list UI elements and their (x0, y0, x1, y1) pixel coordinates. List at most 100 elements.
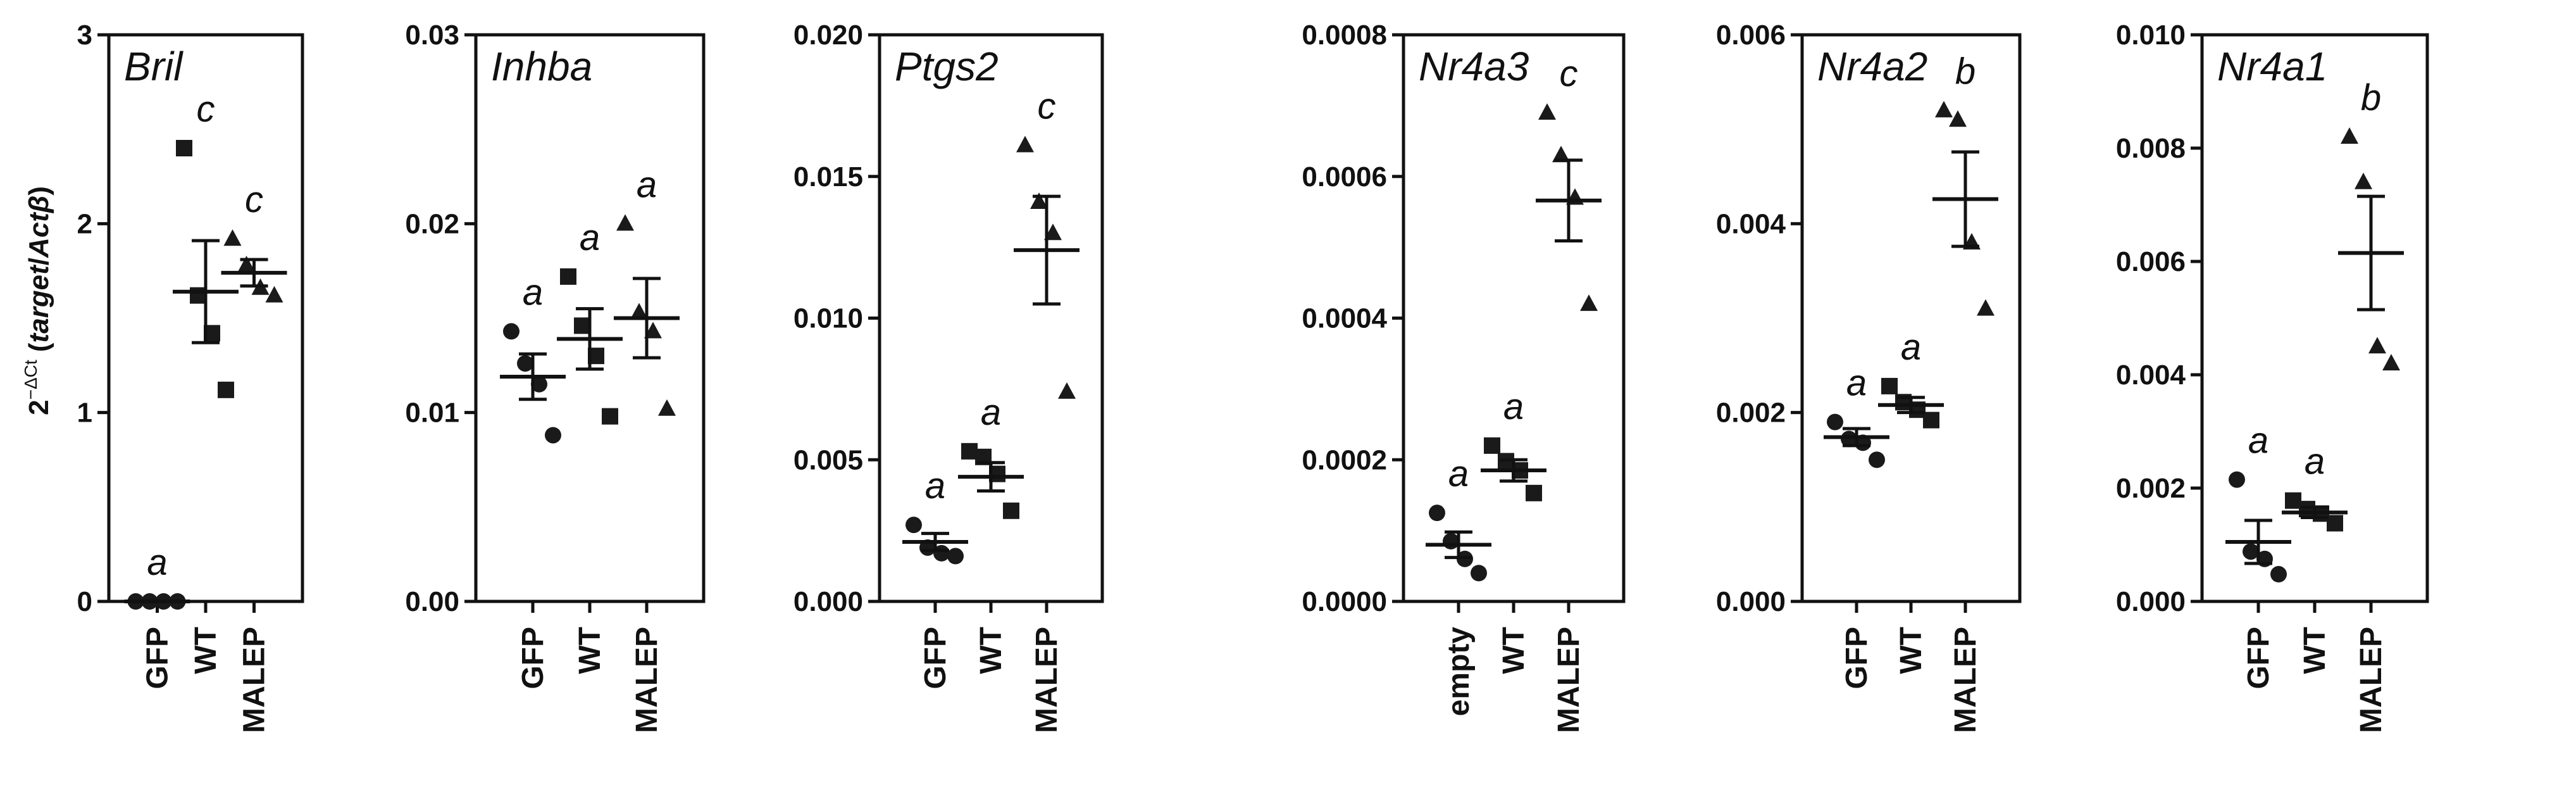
data-point (1443, 532, 1459, 550)
panel-6: 0.000 0.002 0.004 0.006 0.008 0.010 Nr4a1 GFP a W… (2116, 20, 2429, 733)
significance-letter: b (1955, 51, 1976, 92)
data-point (2285, 492, 2301, 509)
data-point (947, 548, 964, 565)
x-tick-label: empty (1442, 627, 1476, 717)
data-point (616, 214, 634, 231)
data-point (560, 268, 576, 285)
y-tick-label: 0.008 (2116, 133, 2186, 164)
y-tick-label: 0.0000 (1302, 586, 1387, 617)
data-point (2382, 354, 2400, 371)
x-tick-label: WT (1895, 627, 1928, 674)
data-point (517, 355, 533, 372)
x-tick-label: WT (1497, 627, 1531, 674)
data-point (2327, 515, 2343, 532)
ylabel-paren-open: ( (23, 342, 54, 360)
panel-frame (1800, 33, 2022, 603)
data-point (1429, 505, 1445, 522)
y-tick-label: 3 (77, 20, 92, 51)
data-point (2270, 566, 2287, 583)
data-point (265, 286, 283, 303)
ylabel-act: Act (23, 211, 54, 258)
y-axis-label-text: 2−ΔCt (target/Actβ) (21, 186, 54, 415)
x-tick-label: GFP (516, 627, 550, 689)
y-tick-label: 0 (77, 586, 92, 617)
y-tick-label: 0.0006 (1302, 161, 1387, 192)
significance-letter: a (2248, 420, 2268, 462)
data-point (1538, 103, 1556, 120)
y-tick-label: 0.002 (1716, 398, 1786, 429)
panel-title: Ptgs2 (895, 44, 999, 89)
x-tick-label: WT (189, 627, 223, 674)
y-tick-label: 0.004 (1716, 208, 1786, 239)
data-point (1580, 294, 1598, 311)
significance-letter: a (981, 392, 1001, 433)
x-tick-label: MALEP (1552, 627, 1586, 733)
x-tick-label: GFP (1840, 627, 1874, 689)
x-tick-label: GFP (141, 627, 175, 689)
y-tick-label: 0.0008 (1302, 20, 1387, 51)
ylabel-sup: −ΔCt (21, 360, 40, 399)
data-point (1827, 413, 1843, 430)
y-tick-label: 0.005 (793, 444, 863, 475)
x-tick-label: MALEP (238, 627, 271, 733)
data-point (905, 517, 922, 534)
y-tick-label: 0.004 (2116, 360, 2186, 391)
significance-letter: a (1901, 327, 1921, 368)
panel-title: Nr4a1 (2217, 44, 2327, 89)
significance-letter: a (637, 164, 657, 205)
significance-letter: c (1560, 53, 1578, 94)
y-tick-label: 0.006 (2116, 246, 2186, 277)
ylabel-base: 2 (23, 399, 54, 415)
data-point (190, 287, 206, 304)
y-tick-label: 1 (77, 398, 92, 429)
significance-letter: a (1846, 363, 1867, 404)
y-tick-label: 0.03 (405, 20, 459, 51)
y-tick-label: 0.020 (793, 20, 863, 51)
data-point (1016, 135, 1034, 153)
data-point (1552, 146, 1570, 163)
data-point (1526, 484, 1542, 501)
data-point (218, 381, 234, 398)
ylabel-paren-close: ) (23, 186, 54, 196)
y-tick-label: 0.0004 (1302, 303, 1387, 334)
data-point (2355, 172, 2372, 189)
x-tick-label: MALEP (630, 627, 664, 733)
significance-letter: a (147, 542, 167, 583)
data-point (1869, 451, 1885, 468)
x-tick-label: MALEP (1949, 627, 1982, 733)
panel-1: 0 1 2 3 Bril GFP a WT c MALEP c (77, 20, 304, 733)
y-tick-label: 0.00 (405, 586, 459, 617)
data-point (1044, 223, 1062, 241)
y-tick-label: 0.015 (793, 161, 863, 192)
significance-letter: c (245, 179, 263, 220)
ylabel-target: target (23, 264, 54, 343)
panel-title: Inhba (491, 44, 592, 89)
y-tick-label: 0.010 (793, 303, 863, 334)
y-tick-label: 0.010 (2116, 20, 2186, 51)
x-tick-label: WT (573, 627, 607, 674)
x-tick-label: MALEP (2355, 627, 2388, 733)
ylabel-slash: / (23, 258, 54, 265)
panel-3: 0.000 0.005 0.010 0.015 0.020 Ptgs2 GFP a WT a MAL… (793, 20, 1104, 733)
y-tick-label: 0.0002 (1302, 444, 1387, 475)
y-tick-label: 0.000 (1716, 586, 1786, 617)
significance-letter: c (1038, 86, 1056, 127)
data-point (1058, 382, 1076, 399)
significance-letter: b (2361, 77, 2381, 118)
data-point (1003, 502, 1019, 519)
data-point (531, 375, 547, 393)
data-point (223, 229, 242, 246)
y-axis-label: 2−ΔCt (target/Actβ) (21, 186, 54, 415)
data-point (2368, 337, 2386, 354)
data-point (545, 427, 561, 444)
panel-frame (878, 33, 1104, 603)
data-point (961, 443, 978, 460)
x-tick-label: WT (974, 627, 1008, 674)
significance-letter: a (925, 465, 945, 506)
panel-4: 0.0000 0.0002 0.0004 0.0006 0.0008 Nr4a3 empty… (1302, 20, 1626, 733)
data-point (1471, 565, 1487, 582)
y-tick-label: 0.000 (793, 586, 863, 617)
data-point (644, 322, 662, 339)
panel-5: 0.000 0.002 0.004 0.006 Nr4a2 GFP a WT a MALEP b (1716, 20, 2022, 733)
